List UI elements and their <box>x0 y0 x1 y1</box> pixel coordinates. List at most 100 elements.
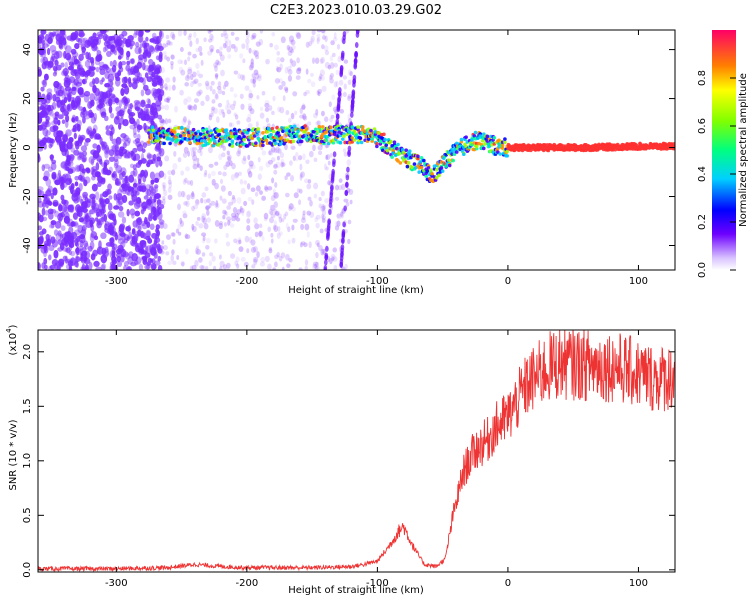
noise-point <box>256 251 260 258</box>
noise-point <box>219 195 223 201</box>
noise-point <box>256 95 260 100</box>
noise-point <box>102 30 109 33</box>
noise-point <box>179 89 184 96</box>
noise-point <box>38 196 42 204</box>
noise-point <box>38 97 44 106</box>
noise-point <box>194 247 199 255</box>
noise-point <box>187 119 191 125</box>
noise-point <box>84 250 91 259</box>
noise-point <box>185 166 190 172</box>
noise-point <box>96 248 101 255</box>
noise-point <box>108 156 115 162</box>
noise-point <box>63 215 70 224</box>
noise-point <box>324 116 329 123</box>
noise-point <box>187 68 193 75</box>
noise-point <box>258 230 262 238</box>
noise-point <box>62 37 67 46</box>
noise-point <box>50 162 57 171</box>
noise-point <box>274 78 281 84</box>
noise-point <box>191 191 195 198</box>
noise-point <box>68 61 75 67</box>
noise-point <box>290 143 296 150</box>
snr-exponent-close: ) <box>8 324 19 328</box>
noise-point <box>128 174 135 183</box>
noise-point <box>83 90 91 97</box>
noise-point <box>41 137 48 144</box>
noise-point <box>205 244 210 250</box>
noise-point <box>319 58 324 65</box>
noise-point <box>246 183 251 190</box>
noise-point <box>124 85 130 95</box>
noise-point <box>96 246 104 255</box>
noise-point <box>264 255 270 263</box>
noise-point <box>62 143 69 153</box>
noise-point <box>50 236 56 244</box>
noise-point <box>225 161 231 168</box>
noise-point <box>285 109 290 116</box>
noise-point <box>202 217 207 225</box>
noise-point <box>203 199 208 204</box>
noise-point <box>254 223 260 230</box>
noise-point <box>136 124 143 131</box>
noise-point <box>330 114 335 119</box>
noise-point <box>287 226 291 233</box>
noise-point <box>226 109 232 115</box>
ridge-point <box>503 137 507 141</box>
noise-point <box>48 143 53 149</box>
noise-point <box>62 255 68 262</box>
noise-point <box>234 215 238 220</box>
noise-point <box>65 129 72 137</box>
noise-point <box>208 202 212 209</box>
noise-point <box>183 59 188 66</box>
noise-point <box>101 202 106 212</box>
noise-point <box>331 256 335 262</box>
noise-point <box>192 158 197 166</box>
y-tick-label: 1.0 <box>22 453 33 469</box>
noise-point <box>228 122 233 127</box>
noise-point <box>293 192 299 199</box>
noise-point <box>331 52 336 58</box>
noise-point <box>223 164 228 171</box>
noise-point <box>94 77 100 85</box>
noise-point <box>159 118 165 124</box>
noise-point <box>75 141 80 150</box>
noise-point <box>275 146 280 154</box>
noise-point <box>185 248 189 255</box>
noise-point <box>210 35 215 42</box>
noise-point <box>135 199 143 208</box>
x-tick-label: -200 <box>236 276 259 287</box>
noise-point <box>201 232 207 237</box>
noise-point <box>155 143 161 151</box>
noise-point <box>239 93 244 100</box>
noise-point <box>241 210 245 216</box>
noise-point <box>45 119 49 125</box>
noise-point <box>166 56 171 62</box>
noise-point <box>224 36 229 44</box>
noise-point <box>332 247 337 253</box>
streak-point <box>345 181 349 188</box>
noise-point <box>281 162 286 167</box>
noise-point <box>195 199 200 205</box>
noise-point <box>143 169 149 179</box>
ridge-point <box>492 135 497 140</box>
ridge-point <box>172 130 177 134</box>
noise-point <box>295 152 299 157</box>
noise-point <box>108 87 113 97</box>
noise-point <box>230 253 236 259</box>
noise-point <box>70 231 78 239</box>
noise-point <box>273 192 279 199</box>
noise-point <box>170 63 174 70</box>
noise-point <box>143 122 147 131</box>
noise-point <box>76 30 84 37</box>
noise-point <box>71 117 76 123</box>
noise-point <box>72 80 77 90</box>
noise-point <box>57 213 64 222</box>
noise-point <box>245 210 251 218</box>
noise-point <box>155 224 160 230</box>
noise-point <box>184 75 190 82</box>
noise-point <box>250 187 256 193</box>
noise-point <box>147 237 153 244</box>
noise-point <box>177 231 182 236</box>
ridge-point <box>430 171 434 176</box>
